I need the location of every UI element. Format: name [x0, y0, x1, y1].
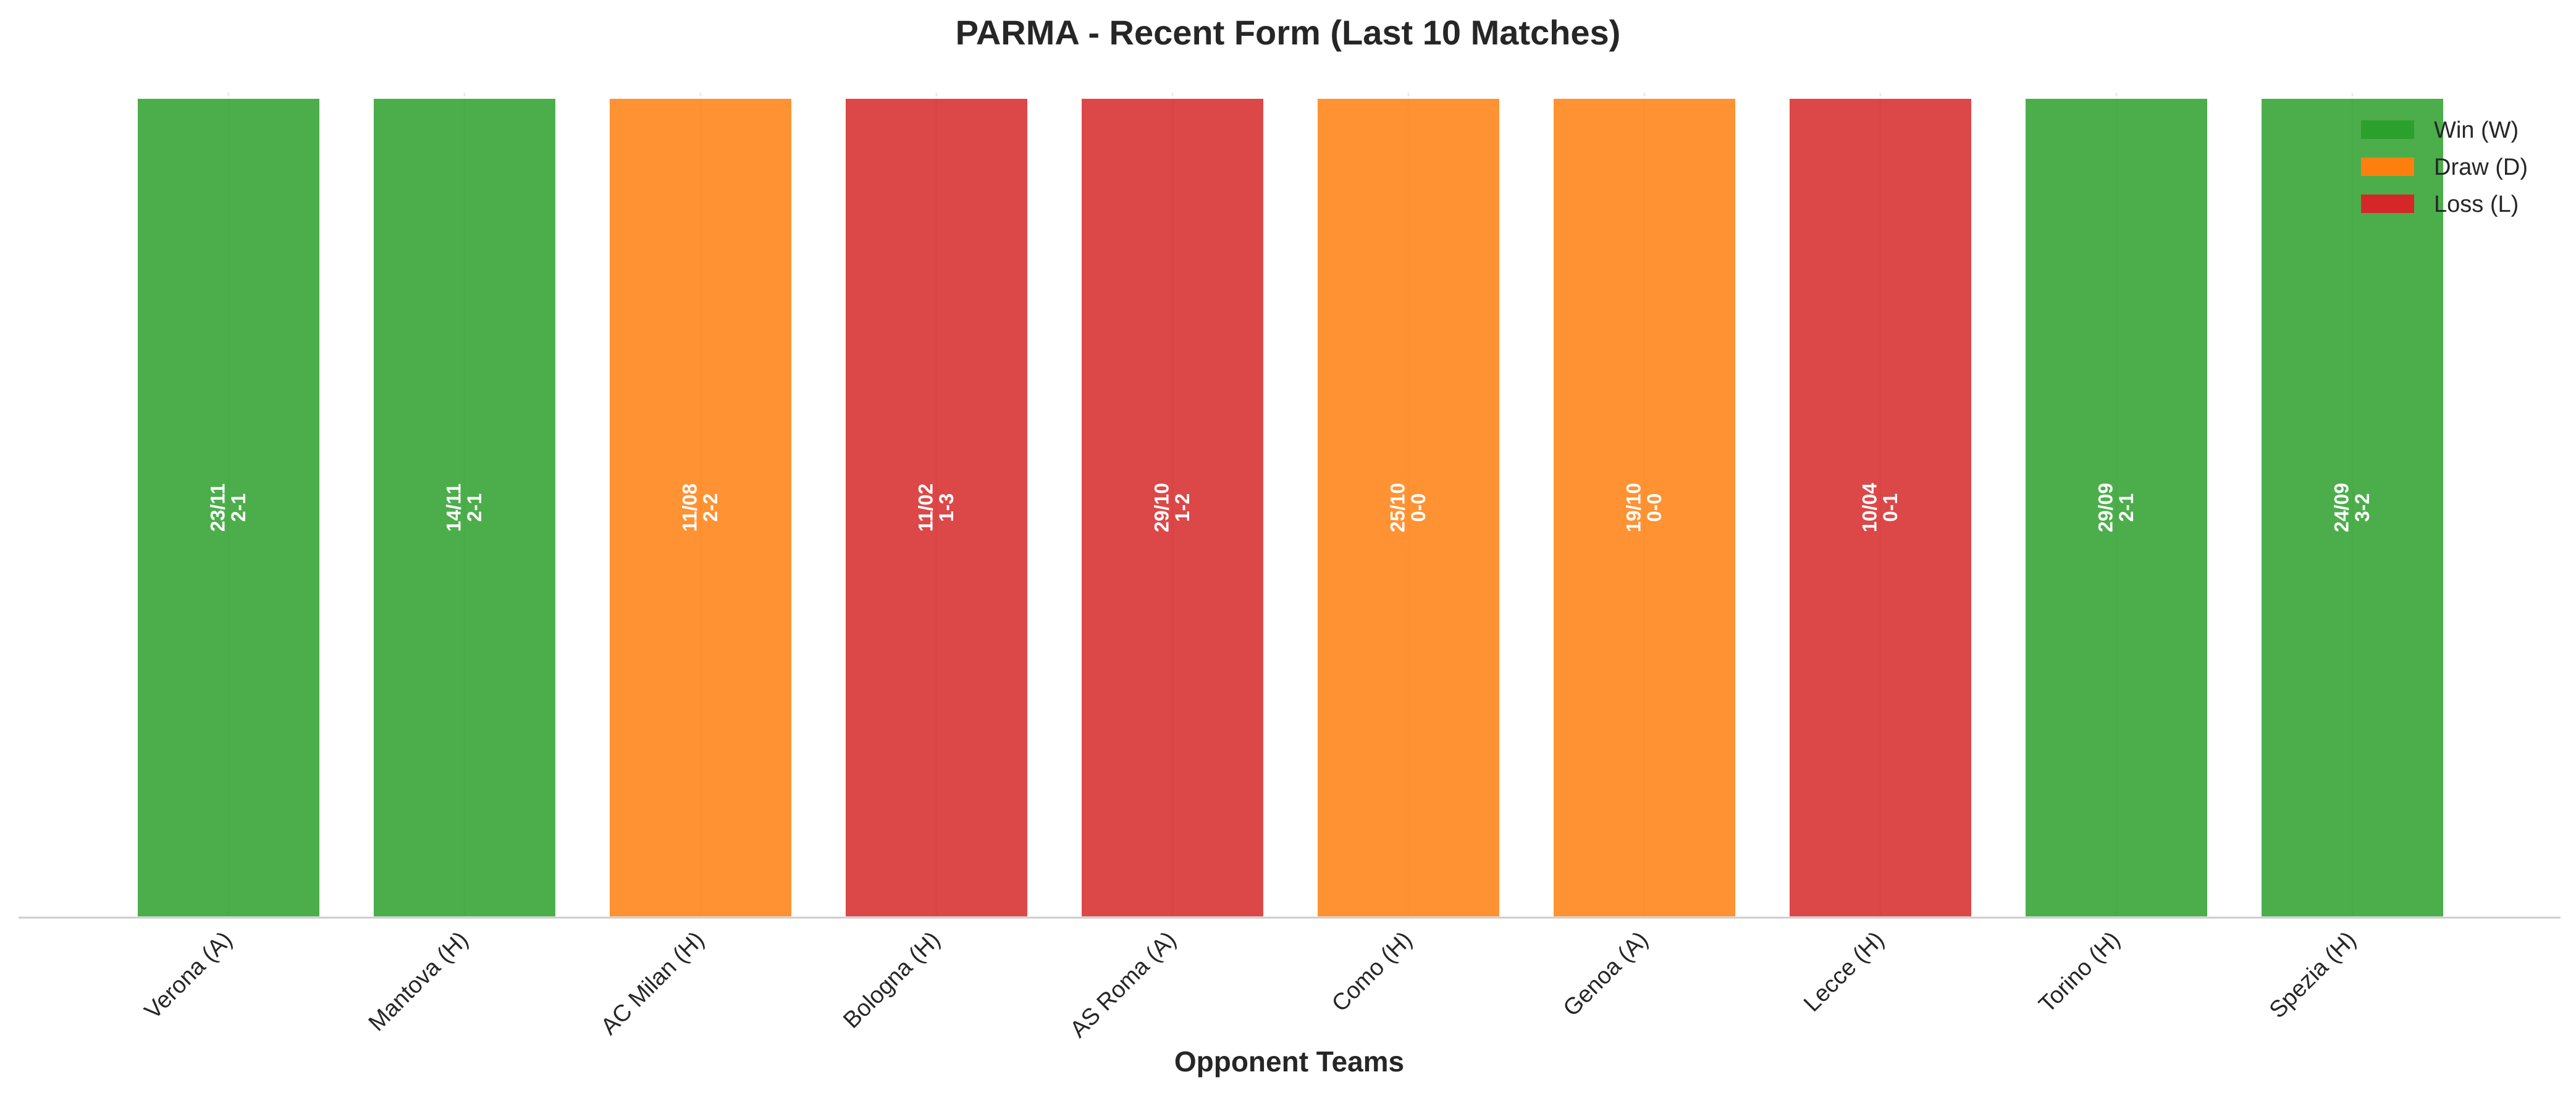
- bar-date: 10/04: [1859, 483, 1881, 532]
- legend-swatch-w: [2361, 120, 2414, 139]
- chart-title: PARMA - Recent Form (Last 10 Matches): [956, 13, 1621, 52]
- x-tick-label: AS Roma (A): [1065, 927, 1181, 1043]
- bar-score: 2-1: [463, 493, 486, 522]
- bar-score: 0-1: [1879, 493, 1901, 522]
- x-tick-label: Torino (H): [2034, 927, 2126, 1018]
- bar-w: [135, 96, 322, 919]
- bar-date: 19/10: [1623, 483, 1645, 532]
- legend: Win (W) Draw (D) Loss (L): [2361, 117, 2528, 217]
- bar-l: [1079, 96, 1266, 919]
- bar-label: 11/021-3: [915, 484, 958, 532]
- x-tick-label: Lecce (H): [1799, 927, 1889, 1017]
- bar-score: 2-1: [227, 493, 250, 522]
- bar-w: [2023, 96, 2210, 919]
- bar-score: 2-2: [699, 493, 722, 522]
- bar-label: 14/112-1: [443, 484, 486, 532]
- x-axis-label: Opponent Teams: [1174, 1045, 1404, 1078]
- bars-group: [135, 96, 2446, 919]
- bar-date: 11/02: [915, 484, 937, 532]
- bar-label: 29/101-2: [1151, 483, 1194, 532]
- bar-labels-group: 23/112-1 14/112-1 11/082-2 11/021-3 29/101-2…: [207, 483, 2374, 532]
- legend-label-w: Win (W): [2434, 117, 2519, 143]
- bar-date: 11/08: [679, 484, 701, 532]
- bar-date: 23/11: [207, 484, 229, 532]
- bar-score: 2-1: [2115, 493, 2137, 522]
- bar-label: 25/100-0: [1387, 483, 1430, 532]
- x-tick-label: AC Milan (H): [596, 927, 709, 1040]
- bar-label: 19/100-0: [1623, 483, 1666, 532]
- legend-label-l: Loss (L): [2434, 191, 2519, 217]
- bar-score: 0-0: [1407, 493, 1429, 522]
- bar-score: 0-0: [1643, 493, 1665, 522]
- x-tick-label: Como (H): [1327, 927, 1417, 1017]
- x-tick-labels: Verona (A) Mantova (H) AC Milan (H) Bologna…: [140, 927, 2361, 1043]
- bar-date: 14/11: [443, 484, 465, 532]
- x-tick-label: Spezia (H): [2265, 927, 2362, 1024]
- x-tick-label: Bologna (H): [838, 927, 945, 1034]
- bar-date: 25/10: [1387, 483, 1409, 532]
- bar-date: 29/10: [1151, 483, 1173, 532]
- x-tick-label: Verona (A): [140, 927, 237, 1024]
- x-tick-label: Mantova (H): [364, 927, 474, 1037]
- bar-l: [1787, 96, 1974, 919]
- bar-label: 10/040-1: [1859, 483, 1902, 532]
- bar-label: 24/093-2: [2331, 483, 2374, 532]
- bar-w: [2259, 96, 2446, 919]
- legend-swatch-l: [2361, 195, 2414, 213]
- bar-label: 23/112-1: [207, 484, 250, 532]
- bar-score: 1-2: [1171, 493, 1193, 522]
- bar-date: 24/09: [2331, 483, 2353, 532]
- bar-label: 11/082-2: [679, 484, 722, 532]
- x-tick-label: Genoa (A): [1559, 927, 1654, 1022]
- legend-swatch-d: [2361, 157, 2414, 176]
- bar-label: 29/092-1: [2095, 483, 2138, 532]
- bar-d: [1551, 96, 1738, 919]
- bar-date: 29/09: [2095, 483, 2117, 532]
- bar-score: 3-2: [2351, 493, 2373, 522]
- legend-label-d: Draw (D): [2434, 154, 2528, 180]
- bar-score: 1-3: [935, 493, 958, 522]
- bar-l: [843, 96, 1030, 919]
- bar-d: [1315, 96, 1502, 919]
- bar-w: [371, 96, 558, 919]
